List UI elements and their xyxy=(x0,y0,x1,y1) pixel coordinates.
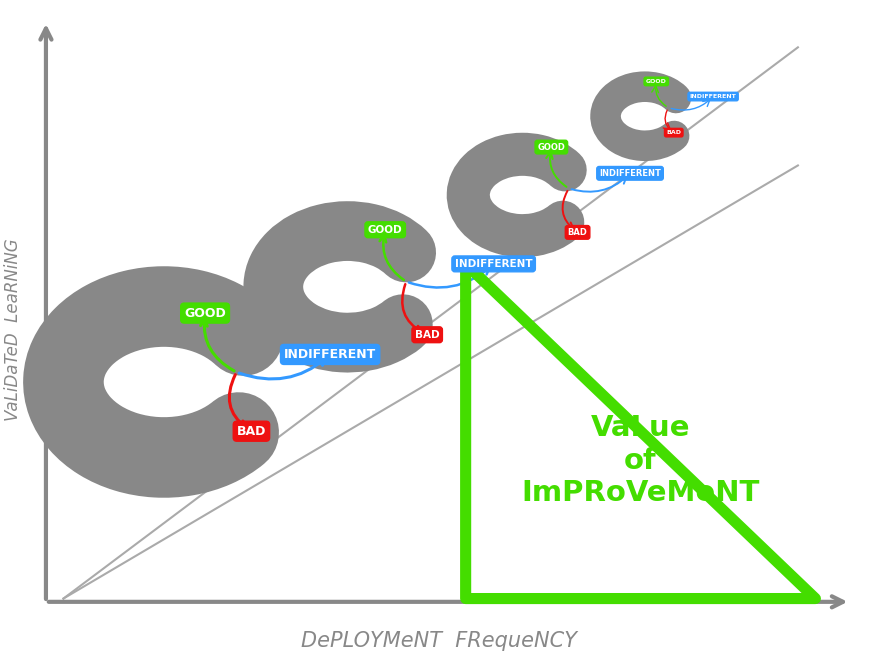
Text: GOOD: GOOD xyxy=(537,142,565,152)
Text: BAD: BAD xyxy=(415,330,439,340)
Text: DePLOYMeNT  FRequeNCY: DePLOYMeNT FRequeNCY xyxy=(301,631,577,651)
Text: VaLue
of
ImPRoVeMeNT: VaLue of ImPRoVeMeNT xyxy=(521,415,759,507)
Text: INDIFFERENT: INDIFFERENT xyxy=(454,259,531,269)
Text: INDIFFERENT: INDIFFERENT xyxy=(283,348,376,361)
Text: GOOD: GOOD xyxy=(184,306,225,320)
Text: INDIFFERENT: INDIFFERENT xyxy=(689,94,736,99)
Text: BAD: BAD xyxy=(567,228,587,237)
Text: GOOD: GOOD xyxy=(645,79,666,84)
Text: BAD: BAD xyxy=(666,130,681,135)
Text: INDIFFERENT: INDIFFERENT xyxy=(598,169,660,178)
Text: GOOD: GOOD xyxy=(367,225,402,235)
Text: BAD: BAD xyxy=(237,424,266,438)
Text: VaLiDaTeD  LeaRNiNG: VaLiDaTeD LeaRNiNG xyxy=(4,238,22,421)
